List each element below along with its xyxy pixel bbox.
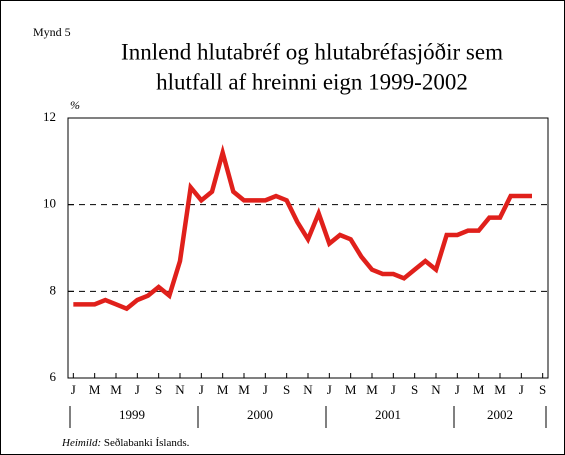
x-tick-label: M (473, 382, 485, 397)
x-tick-label: M (238, 382, 250, 397)
x-tick-label: J (327, 382, 332, 397)
x-tick-label: J (455, 382, 460, 397)
x-tick-label: J (71, 382, 76, 397)
y-tick-label: 10 (43, 196, 56, 211)
chart-title: hlutfall af hreinni eign 1999-2002 (156, 69, 468, 94)
x-tick-label: J (391, 382, 396, 397)
source-text: Seðlabanki Íslands. (104, 437, 190, 449)
x-tick-label: S (539, 382, 546, 397)
y-axis-label: % (70, 98, 80, 112)
x-tick-label: S (155, 382, 162, 397)
y-tick-label: 12 (43, 109, 56, 124)
year-label: 2000 (247, 407, 273, 422)
y-tick-label: 6 (50, 369, 57, 384)
x-tick-label: M (345, 382, 357, 397)
data-line (73, 144, 532, 312)
x-tick-label: S (283, 382, 290, 397)
year-label: 2002 (487, 407, 513, 422)
x-tick-label: M (217, 382, 229, 397)
x-tick-label: J (263, 382, 268, 397)
chart-title: Innlend hlutabréf og hlutabréfasjóðir se… (121, 39, 503, 64)
x-tick-label: J (135, 382, 140, 397)
x-tick-label: J (519, 382, 524, 397)
x-tick-label: J (199, 382, 204, 397)
x-tick-label: S (411, 382, 418, 397)
year-label: 2001 (375, 407, 401, 422)
year-label: 1999 (119, 407, 145, 422)
source-label: Heimild: (61, 437, 101, 449)
source: Heimild: Seðlabanki Íslands. (61, 437, 190, 449)
x-tick-label: N (175, 382, 185, 397)
x-tick-label: M (494, 382, 506, 397)
x-tick-label: M (89, 382, 101, 397)
x-tick-label: M (110, 382, 122, 397)
x-tick-label: N (303, 382, 313, 397)
y-tick-label: 8 (50, 282, 57, 297)
x-tick-label: N (431, 382, 441, 397)
figure-label: Mynd 5 (33, 25, 71, 39)
x-tick-label: M (366, 382, 378, 397)
